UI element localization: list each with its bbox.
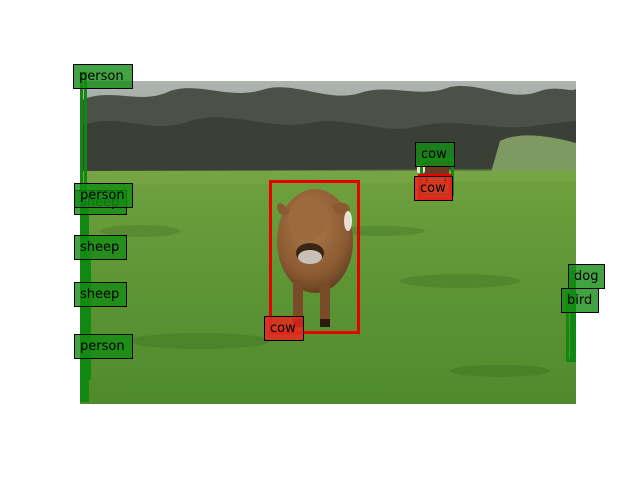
label-dog-right: dog xyxy=(568,264,605,289)
label-person-top-left: person xyxy=(73,64,133,89)
cow-main-box xyxy=(269,180,360,334)
label-sheep-left-1: sheep xyxy=(74,235,127,260)
label-cow-main: cow xyxy=(264,316,304,341)
label-person-left-upper: person xyxy=(74,183,133,208)
label-cow-back-upper: cow xyxy=(415,142,455,167)
label-sheep-left-2: sheep xyxy=(74,282,127,307)
label-person-left-lower: person xyxy=(74,334,133,359)
label-bird-right: bird xyxy=(561,288,599,313)
label-cow-back-lower: cow xyxy=(414,176,453,201)
